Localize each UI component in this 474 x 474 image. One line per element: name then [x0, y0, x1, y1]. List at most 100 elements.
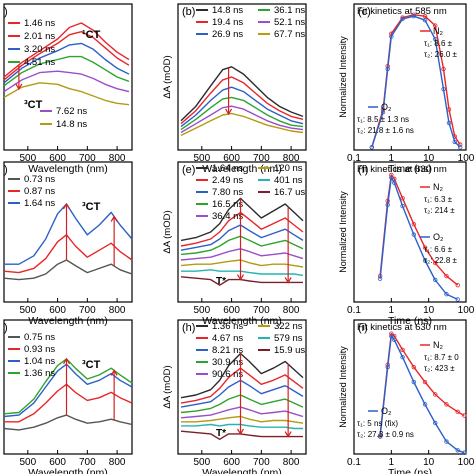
fit-result-n2: τ₂: 26.0 ±	[424, 50, 458, 59]
y-axis-label: ΔA (mOD)	[162, 210, 173, 253]
data-point	[400, 355, 405, 360]
panel-label: (h)	[182, 322, 195, 334]
data-point	[441, 66, 446, 72]
x-tick-label: 500	[19, 457, 36, 468]
x-tick-label: 800	[109, 457, 126, 468]
series-line	[180, 406, 304, 419]
legend-label: 26.9 ns	[212, 29, 243, 40]
data-point	[444, 273, 449, 279]
fit-result-o2: τ₂: 22.8 ±	[424, 256, 458, 265]
annotation-text: T*	[216, 428, 226, 439]
legend-label: 52.1 ns	[274, 17, 305, 28]
legend-label: 579 ns	[274, 333, 303, 344]
panel-c: 0.1 1 10 100 Time (ns) Normalized Intensity (c…	[338, 3, 474, 175]
data-point	[433, 23, 438, 28]
y-axis-label: ΔA (mOD)	[162, 365, 173, 408]
legend-label: O₂	[381, 102, 392, 112]
data-point	[389, 172, 394, 178]
x-tick-label: 700	[253, 153, 270, 164]
panel-label: )	[4, 6, 8, 18]
x-axis-label: Wavelength (nm)	[202, 467, 282, 474]
legend-label: 120 ns	[274, 163, 303, 174]
series-line	[180, 76, 304, 125]
y-axis-label: Normalized Intensity	[338, 346, 348, 428]
series-line	[4, 383, 133, 423]
legend-label: N₂	[433, 26, 443, 36]
data-point	[411, 232, 417, 237]
legend-label: O₂	[433, 232, 444, 242]
data-point	[455, 297, 460, 302]
fit-result-n2: τ₁: 8.7 ± 0	[424, 353, 459, 362]
x-axis-label: Time (ns)	[388, 467, 432, 474]
legend-label: 1.64 ns	[24, 198, 55, 209]
data-point	[385, 66, 390, 72]
data-point	[389, 34, 394, 39]
legend-label: 401 ns	[274, 175, 303, 186]
data-point	[422, 13, 428, 19]
legend-label: 7.80 ns	[212, 187, 243, 198]
x-tick-label: 500	[19, 153, 36, 164]
arrow-head	[225, 108, 233, 116]
series-line	[3, 363, 133, 418]
series-line	[180, 248, 304, 261]
panel-label: (i)	[358, 322, 368, 334]
panel-label: (c)	[358, 6, 371, 18]
series-line	[181, 269, 304, 277]
arrow-head	[15, 83, 23, 91]
legend-label: 7.62 ns	[56, 106, 87, 117]
fit-result-n2: τ₁: 8.6 ±	[424, 39, 453, 48]
series-line	[180, 394, 304, 414]
x-tick-label: 600	[223, 153, 240, 164]
legend-label: 2.49 ns	[212, 175, 243, 186]
x-tick-label: 10	[423, 153, 435, 164]
x-tick-label: 700	[253, 305, 270, 316]
plot-frame	[353, 319, 467, 455]
data-point	[400, 347, 405, 352]
x-tick-label: 100	[458, 153, 474, 164]
data-point	[422, 245, 428, 250]
x-tick-label: 0.1	[347, 305, 361, 316]
x-axis-label: Wavelength (nm)	[202, 315, 282, 327]
data-point	[411, 222, 417, 227]
plot-frame	[177, 161, 307, 303]
legend-label: 0.73 ns	[24, 174, 55, 185]
data-point	[400, 16, 405, 22]
series-line	[3, 234, 133, 274]
x-tick-label: 700	[253, 457, 270, 468]
arrow-head	[110, 369, 118, 376]
data-point	[422, 402, 428, 407]
legend-label: 4.67 ns	[212, 333, 243, 344]
legend-label: 322 ns	[274, 321, 303, 332]
x-axis-label: Time (ns)	[388, 163, 432, 175]
legend-label: N₂	[433, 182, 443, 192]
fit-result-n2: τ₂: 214 ±	[424, 206, 455, 215]
fit-result-o2: τ₁: 6.6 ±	[424, 245, 453, 254]
series-line	[181, 415, 304, 424]
x-tick-label: 10	[423, 457, 435, 468]
series-line	[180, 352, 304, 399]
fit-result-n2: τ₁: 6.3 ±	[424, 195, 453, 204]
legend-label: 3.20 ns	[24, 44, 55, 55]
legend-label: 0.75 ns	[24, 332, 55, 343]
data-point	[385, 364, 390, 370]
series-line	[379, 335, 465, 454]
x-tick-label: 10	[423, 305, 435, 316]
panel-label: (b)	[182, 6, 195, 18]
legend-label: 14.8 ns	[56, 119, 87, 130]
panel-label: )	[4, 322, 8, 334]
data-point	[433, 392, 438, 397]
y-axis-label: Normalized Intensity	[338, 191, 348, 273]
fit-result-n2: τ₂: 423 ±	[424, 364, 455, 373]
annotation-text: ³CT	[24, 99, 43, 111]
legend-label: 15.9 us	[274, 345, 305, 356]
data-point	[411, 364, 417, 370]
x-tick-label: 700	[79, 153, 96, 164]
series-line	[3, 414, 133, 431]
data-point	[422, 258, 428, 263]
panel-label: (f)	[358, 164, 368, 176]
fit-result-o2: τ₁: 8.5 ± 1.3 ns	[357, 115, 409, 124]
data-point	[444, 402, 449, 407]
data-point	[400, 203, 405, 209]
data-point	[455, 409, 460, 415]
